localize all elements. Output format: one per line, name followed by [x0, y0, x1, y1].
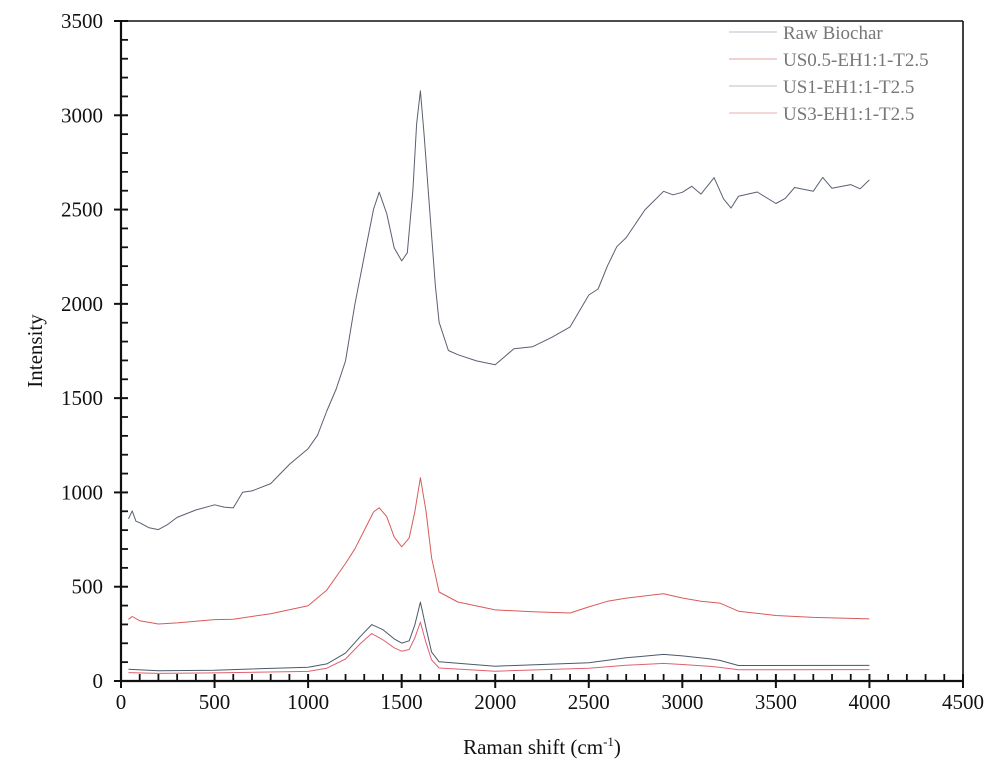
y-tick-label: 2500: [61, 198, 103, 222]
x-tick-label: 1500: [381, 690, 423, 714]
y-axis-title: Intensity: [23, 314, 47, 388]
y-tick-label: 3000: [61, 103, 103, 127]
legend-label: Raw Biochar: [783, 23, 883, 44]
series-line-4: [128, 621, 870, 674]
x-tick-label: 2000: [474, 690, 516, 714]
x-axis-title: Raman shift (cm-1): [463, 734, 621, 759]
x-axis-title-close: ): [614, 735, 621, 759]
y-axis: 0 500 1000 1500 2000 2500 3000 3500: [61, 9, 128, 693]
x-tick-label: 2500: [568, 690, 610, 714]
series-line-1: [128, 90, 870, 531]
x-tick-label: 4500: [942, 690, 984, 714]
x-tick-label: 4000: [848, 690, 890, 714]
y-tick-label: 1000: [61, 480, 103, 504]
series-layer: [128, 90, 870, 674]
y-tick-label: 0: [93, 669, 104, 693]
x-tick-label: 1000: [287, 690, 329, 714]
x-tick-label: 500: [199, 690, 231, 714]
x-axis-title-sup: -1: [603, 734, 614, 749]
series-line-2: [128, 477, 870, 625]
x-axis: 0 500 1000 1500 2000 2500 3000 3500 4000 4500: [116, 674, 984, 714]
x-tick-label: 3000: [661, 690, 703, 714]
series-line-3: [128, 601, 870, 672]
legend-label: US1-EH1:1-T2.5: [783, 77, 914, 98]
y-tick-label: 500: [72, 575, 104, 599]
x-axis-title-main: Raman shift (cm: [463, 735, 603, 759]
legend: Raw Biochar US0.5-EH1:1-T2.5 US1-EH1:1-T2.…: [729, 23, 929, 125]
plot-frame: [119, 20, 964, 683]
x-tick-label: 3500: [755, 690, 797, 714]
y-tick-label: 1500: [61, 386, 103, 410]
y-tick-label: 3500: [61, 9, 103, 33]
x-tick-label: 0: [116, 690, 127, 714]
y-tick-label: 2000: [61, 292, 103, 316]
legend-label: US3-EH1:1-T2.5: [783, 104, 914, 125]
legend-label: US0.5-EH1:1-T2.5: [783, 50, 929, 71]
